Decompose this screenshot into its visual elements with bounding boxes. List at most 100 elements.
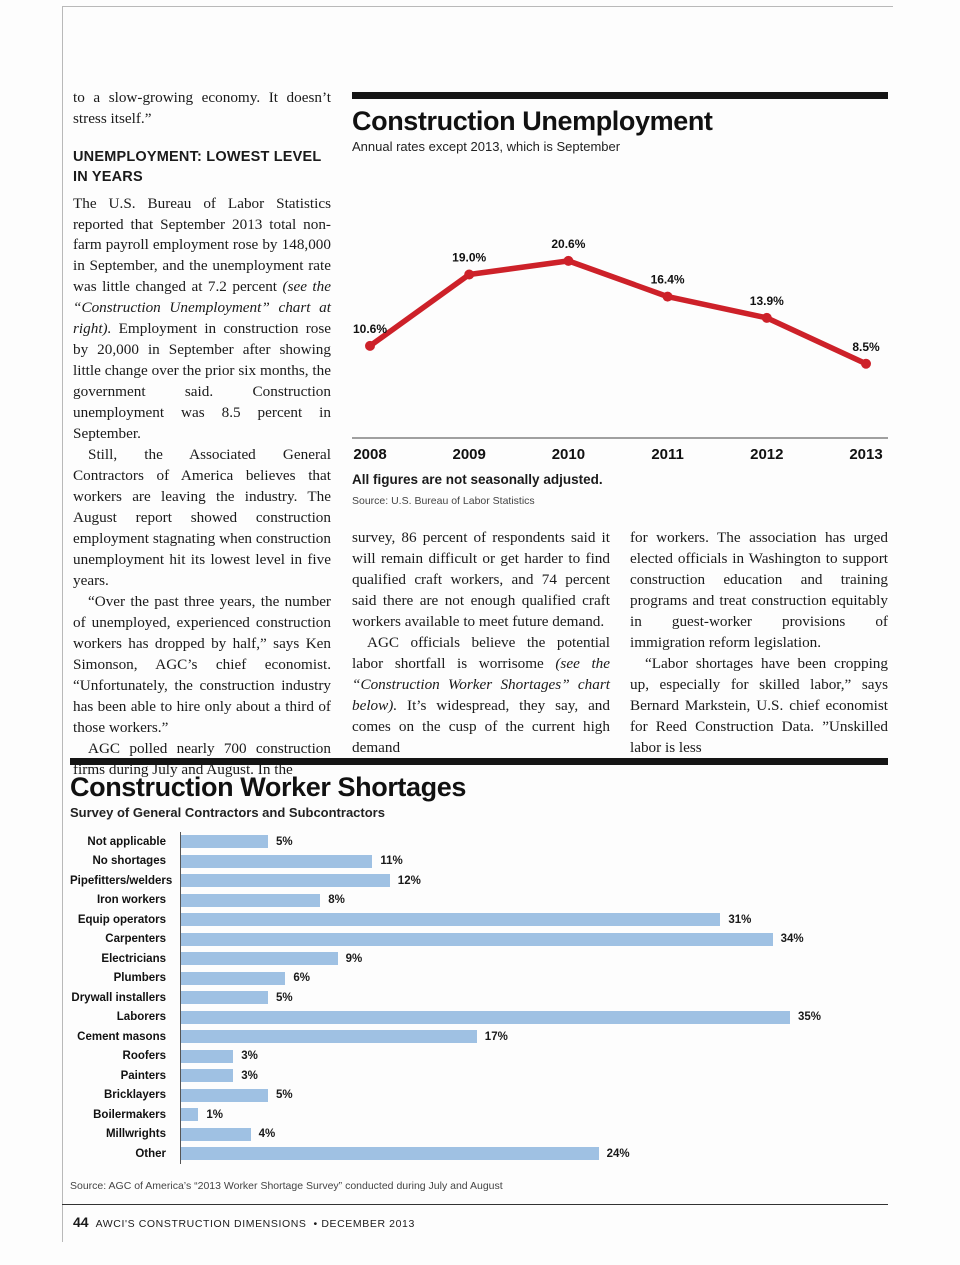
bar-value-label: 5% <box>276 1089 293 1102</box>
bar-value-label: 8% <box>328 894 345 907</box>
bar-category-label: Pipefitters/welders <box>70 874 173 887</box>
bar-category-label: Cement masons <box>77 1030 166 1043</box>
bar <box>181 1147 599 1161</box>
x-tick-label: 2013 <box>849 446 882 463</box>
bar-value-label: 3% <box>241 1069 258 1082</box>
unemployment-line-chart: 10.6% 2008 19.0% 2009 20.6% 2010 16.4% 2011 13.9… <box>352 237 888 463</box>
bar <box>181 952 338 966</box>
bar-track: 11% <box>180 851 888 871</box>
journal-name: AWCI'S CONSTRUCTION DIMENSIONS <box>95 1218 307 1230</box>
bar-value-label: 12% <box>397 874 421 887</box>
shortages-chart: Construction Worker Shortages Survey of … <box>70 758 888 1192</box>
data-point <box>365 340 375 351</box>
footer-rule <box>62 1204 888 1205</box>
bar <box>181 932 773 946</box>
bar-category-label: No shortages <box>92 855 167 868</box>
bar-category-label: Electricians <box>101 952 166 965</box>
bar <box>181 1108 199 1122</box>
bar-category-label: Not applicable <box>87 835 166 848</box>
left-column: to a slow-growing economy. It doesn’t st… <box>73 88 331 781</box>
bar-category-label: Laborers <box>116 1011 166 1024</box>
bar-value-label: 24% <box>606 1147 630 1160</box>
bar-category-label: Painters <box>120 1069 166 1082</box>
bar-track: 4% <box>180 1124 888 1144</box>
bar-category-label: Drywall installers <box>71 991 166 1004</box>
bar-track: 3% <box>180 1046 888 1066</box>
bar-track: 31% <box>180 910 888 930</box>
bar-value-label: 5% <box>276 835 293 848</box>
paragraph: “Labor shortages have been cropping up, … <box>630 654 888 756</box>
bar-track: 35% <box>180 1007 888 1027</box>
data-label: 19.0% <box>452 251 486 265</box>
bar-value-label: 9% <box>345 952 363 965</box>
chart-title: Construction Unemployment <box>352 106 713 136</box>
issue-date: • DECEMBER 2013 <box>313 1218 415 1230</box>
bar-category-label: Bricklayers <box>103 1089 166 1102</box>
middle-column-paras: survey, 86 percent of respondents said i… <box>352 528 610 759</box>
bar-row: Painters 3% <box>70 1066 888 1086</box>
unemployment-line <box>367 258 869 367</box>
paragraph: Still, the Associated General Contractor… <box>73 446 331 589</box>
paragraph: to a slow-growing economy. It doesn’t st… <box>73 89 331 127</box>
bar-row: No shortages 11% <box>70 851 888 871</box>
chart-subtitle: Survey of General Contractors and Subcon… <box>70 805 385 820</box>
bar-value-label: 17% <box>484 1030 508 1043</box>
data-label: 16.4% <box>651 273 685 287</box>
bar-track: 3% <box>180 1066 888 1086</box>
bar <box>181 1127 251 1141</box>
left-column-paras: The U.S. Bureau of Labor Statistics repo… <box>73 194 331 781</box>
data-point <box>563 255 574 266</box>
bar-value-label: 34% <box>780 933 804 946</box>
bar-track: 5% <box>180 988 888 1008</box>
chart-title: Construction Worker Shortages <box>70 772 466 802</box>
bar <box>181 991 268 1005</box>
middle-column: survey, 86 percent of respondents said i… <box>352 528 610 759</box>
data-label: 10.6% <box>353 322 387 336</box>
chart-subtitle: Annual rates except 2013, which is Septe… <box>352 139 621 154</box>
bar-row: Electricians 9% <box>70 949 888 969</box>
x-tick-label: 2009 <box>453 446 486 463</box>
bar-row: Plumbers 6% <box>70 968 888 988</box>
right-column: for workers. The association has urged e… <box>630 528 888 759</box>
bar <box>181 1049 234 1063</box>
chart-top-bar <box>352 92 888 99</box>
bar <box>181 913 721 927</box>
bar <box>181 971 286 985</box>
data-point <box>662 291 673 302</box>
bar <box>181 1069 234 1083</box>
bar-category-label: Roofers <box>122 1050 166 1063</box>
bar-row: Laborers 35% <box>70 1007 888 1027</box>
bar-row: Cement masons 17% <box>70 1027 888 1047</box>
chart-source: Source: AGC of America’s “2013 Worker Sh… <box>70 1179 503 1192</box>
page-footer: 44 AWCI'S CONSTRUCTION DIMENSIONS • DECE… <box>73 1214 415 1230</box>
bar-value-label: 6% <box>293 972 311 985</box>
bar-row: Other 24% <box>70 1144 888 1164</box>
bar <box>181 1010 790 1024</box>
bar-track: 34% <box>180 929 888 949</box>
bar-row: Millwrights 4% <box>70 1124 888 1144</box>
data-label: 20.6% <box>551 237 585 251</box>
data-label: 8.5% <box>852 340 880 354</box>
bar-value-label: 3% <box>241 1050 258 1063</box>
page-left-rule <box>62 6 63 1242</box>
bar-track: 1% <box>180 1105 888 1125</box>
paragraph: “Over the past three years, the number o… <box>73 592 331 736</box>
bar-track: 8% <box>180 890 888 910</box>
bar-category-label: Equip operators <box>77 913 166 926</box>
bar <box>181 874 390 888</box>
bar-track: 12% <box>180 871 888 891</box>
chart-source: Source: U.S. Bureau of Labor Statistics <box>352 495 535 507</box>
x-tick-label: 2012 <box>750 446 783 463</box>
bar-category-label: Carpenters <box>105 933 166 946</box>
page-number: 44 <box>73 1214 89 1230</box>
data-point <box>861 358 871 369</box>
left-column-intro-paras: to a slow-growing economy. It doesn’t st… <box>73 88 331 130</box>
bar-category-label: Boilermakers <box>93 1108 166 1121</box>
bar-value-label: 31% <box>728 913 752 926</box>
bar-value-label: 1% <box>206 1108 224 1121</box>
x-tick-label: 2008 <box>353 446 386 463</box>
bar-category-label: Other <box>135 1147 166 1160</box>
bar-category-label: Millwrights <box>105 1128 166 1141</box>
bar-track: 5% <box>180 1085 888 1105</box>
bar-category-label: Iron workers <box>96 894 166 907</box>
